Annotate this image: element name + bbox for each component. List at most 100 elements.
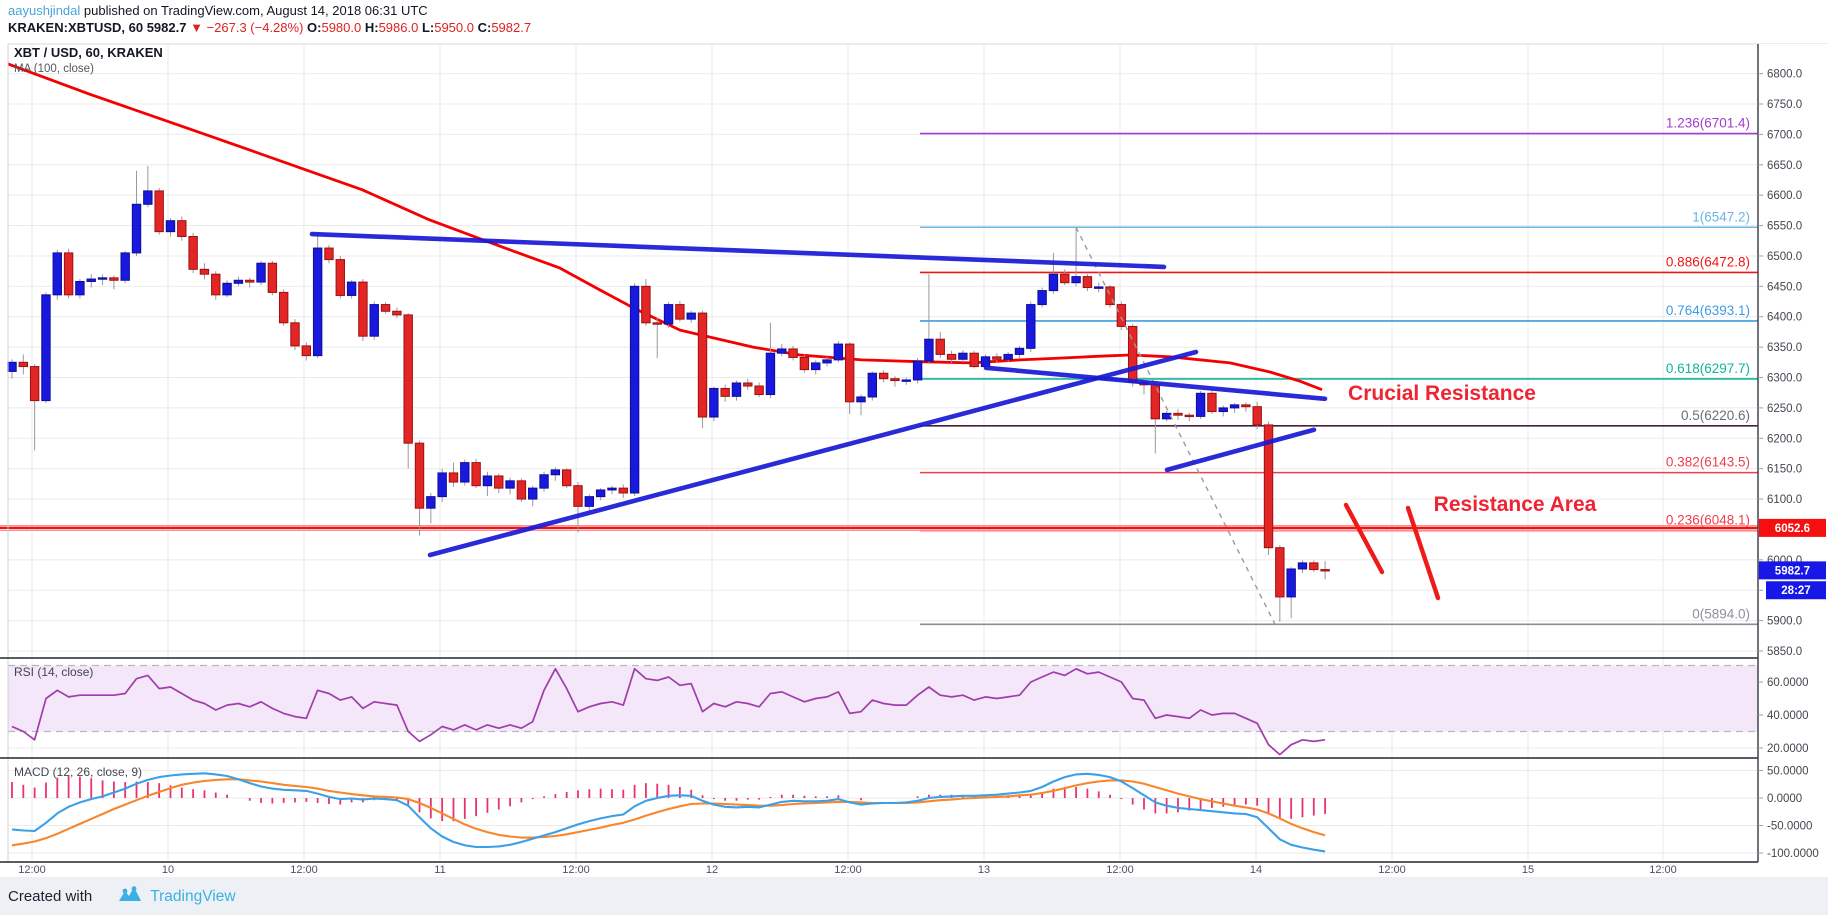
candle	[844, 343, 855, 403]
candle	[86, 278, 96, 282]
candle	[1094, 286, 1104, 289]
candle	[754, 385, 764, 396]
badge-text: 6052.6	[1775, 523, 1810, 535]
time-axis-label: 13	[978, 864, 990, 876]
tradingview-logo-icon[interactable]	[118, 886, 142, 907]
price-axis-label: 6800.0	[1767, 69, 1802, 81]
candle	[924, 338, 934, 362]
price-axis-label: 6550.0	[1767, 221, 1802, 233]
annotation-stroke[interactable]	[1343, 502, 1385, 575]
time-axis-label: 11	[434, 864, 445, 876]
candle	[1060, 273, 1070, 284]
price-axis-label: 6600.0	[1767, 190, 1802, 202]
candle	[618, 487, 628, 494]
fib-level-label: 0.236(6048.1)	[1666, 513, 1750, 528]
candle	[765, 352, 776, 396]
candle	[1071, 276, 1081, 284]
candle	[528, 487, 538, 500]
footer: Created with TradingView	[0, 877, 1828, 915]
trendline[interactable]	[427, 349, 1199, 558]
price-axis[interactable]	[1758, 44, 1828, 877]
tradingview-link[interactable]: TradingView	[150, 887, 236, 905]
rsi-line	[11, 667, 1326, 756]
close-label: C:	[477, 20, 492, 35]
price-axis-label: 6150.0	[1767, 464, 1802, 476]
fib-anchor-dashed-line[interactable]	[1075, 226, 1276, 625]
candle	[494, 475, 504, 489]
high-value: 5986.0	[378, 20, 422, 35]
trendline[interactable]	[309, 231, 1167, 270]
candle	[346, 281, 357, 296]
candle	[505, 480, 515, 489]
candle	[52, 252, 62, 296]
candle	[1297, 562, 1308, 570]
fib-level-label: 0.618(6297.7)	[1666, 361, 1750, 376]
candle	[675, 304, 685, 320]
trendline[interactable]	[1164, 427, 1317, 473]
created-with-label: Created with	[8, 888, 93, 905]
candle	[403, 314, 413, 444]
badge-text: 28:27	[1781, 585, 1810, 597]
candle	[109, 277, 119, 281]
price-axis-label: 5900.0	[1767, 616, 1802, 628]
candle	[301, 345, 312, 357]
price-axis-label: 20.0000	[1767, 743, 1809, 755]
candle	[7, 361, 17, 372]
candle	[312, 247, 323, 357]
candle	[1218, 407, 1228, 413]
time-axis-label: 14	[1250, 864, 1262, 876]
macd-line	[11, 772, 1326, 853]
fib-level-label: 0.764(6393.1)	[1666, 303, 1750, 318]
candle	[980, 356, 991, 368]
candle	[1263, 424, 1274, 549]
price-axis-label: 6500.0	[1767, 251, 1802, 263]
candle	[426, 496, 436, 509]
price-axis-label: 6450.0	[1767, 281, 1802, 293]
candle	[720, 387, 730, 397]
time-axis[interactable]	[0, 863, 1828, 877]
close-value: 5982.7	[491, 20, 532, 35]
chart-background	[0, 38, 1828, 877]
fib-level-label: 0.886(6472.8)	[1666, 254, 1750, 269]
candle	[935, 338, 945, 355]
candle	[539, 474, 549, 489]
candle	[811, 362, 821, 371]
header: aayushjindal published on TradingView.co…	[0, 0, 1828, 38]
candle	[584, 496, 595, 507]
price-axis-label: 6650.0	[1767, 160, 1802, 172]
candle	[1252, 406, 1262, 426]
time-axis-label: 12:00	[1649, 864, 1677, 876]
candle	[414, 442, 425, 509]
candle	[1309, 562, 1319, 571]
candle	[154, 190, 164, 233]
candle	[550, 469, 561, 476]
candle	[777, 348, 787, 354]
candle	[63, 252, 74, 296]
candle	[290, 322, 300, 347]
candle	[222, 282, 232, 296]
candle	[1048, 273, 1059, 292]
trendline[interactable]	[983, 365, 1328, 402]
candle	[1286, 568, 1296, 598]
price-axis-label: 6750.0	[1767, 99, 1802, 111]
fib-level-label: 0(5894.0)	[1692, 606, 1750, 621]
price-axis-label: 6350.0	[1767, 342, 1802, 354]
symbol-label[interactable]: KRAKEN:XBTUSD, 60	[8, 20, 144, 35]
candle	[97, 277, 108, 280]
candle	[380, 304, 391, 312]
candle	[641, 285, 651, 324]
annotation-stroke[interactable]	[1405, 505, 1441, 601]
time-axis-label: 12:00	[290, 864, 318, 876]
candle	[1275, 547, 1285, 598]
candle	[245, 279, 255, 283]
last-price: 5982.7	[143, 20, 191, 35]
candle	[516, 480, 527, 500]
price-axis-label: 6250.0	[1767, 403, 1802, 415]
candle	[1026, 304, 1036, 349]
price-axis-label: 6300.0	[1767, 373, 1802, 385]
price-axis-label: 6100.0	[1767, 494, 1802, 506]
author-link[interactable]: aayushjindal	[8, 3, 81, 18]
ticker-line: KRAKEN:XBTUSD, 60 5982.7 ▼ −267.3 (−4.28…	[8, 20, 531, 35]
